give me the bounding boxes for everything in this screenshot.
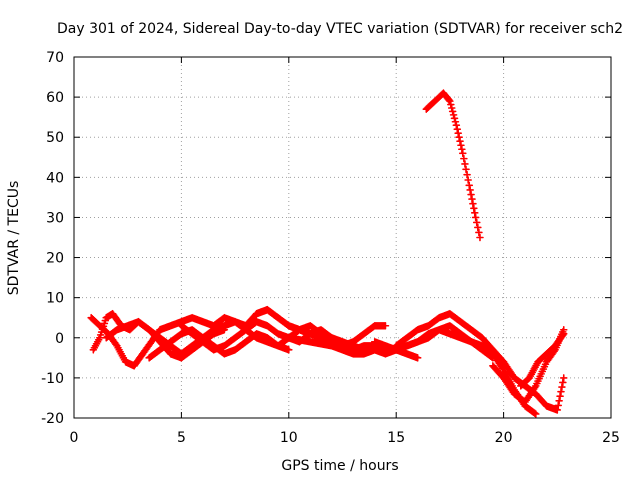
x-tick-label: 20: [495, 430, 513, 446]
x-tick-label: 10: [280, 430, 298, 446]
series-points-sat-j: [422, 89, 484, 242]
axis-ticks: 0 5 10 15 20 25 -20 -10 0 10 20 30 40 50 60 70: [41, 50, 620, 446]
series-points-sat-d: [145, 325, 293, 362]
y-tick-label: 0: [55, 331, 64, 347]
series-points-sat-h: [370, 325, 497, 362]
x-tick-label: 5: [177, 430, 186, 446]
y-tick-label: 40: [46, 170, 64, 186]
y-tick-label: 70: [46, 50, 64, 66]
x-tick-label: 15: [387, 430, 405, 446]
x-tick-label: 0: [70, 430, 79, 446]
y-tick-label: 30: [46, 210, 64, 226]
gridlines: [74, 57, 611, 418]
series-sat-h: [370, 325, 497, 362]
series-points-sat-i: [392, 309, 568, 414]
y-tick-label: 10: [46, 291, 64, 307]
x-axis-label: GPS time / hours: [281, 458, 398, 474]
y-tick-label: 50: [46, 130, 64, 146]
y-tick-label: -10: [41, 371, 64, 387]
series-sat-l: [516, 329, 568, 390]
x-tick-label: 25: [602, 430, 620, 446]
plot-frame: [73, 56, 612, 419]
y-axis-label: SDTVAR / TECUs: [6, 181, 22, 296]
chart-title: Day 301 of 2024, Sidereal Day-to-day VTE…: [57, 21, 623, 37]
series-sat-j: [422, 89, 484, 242]
series-points-sat-l: [516, 329, 568, 390]
series-sat-d: [145, 325, 293, 362]
series-sat-i: [392, 309, 568, 414]
y-tick-label: 20: [46, 251, 64, 267]
y-tick-label: -20: [41, 411, 64, 427]
y-tick-label: 60: [46, 90, 64, 106]
data-series: [87, 89, 568, 418]
